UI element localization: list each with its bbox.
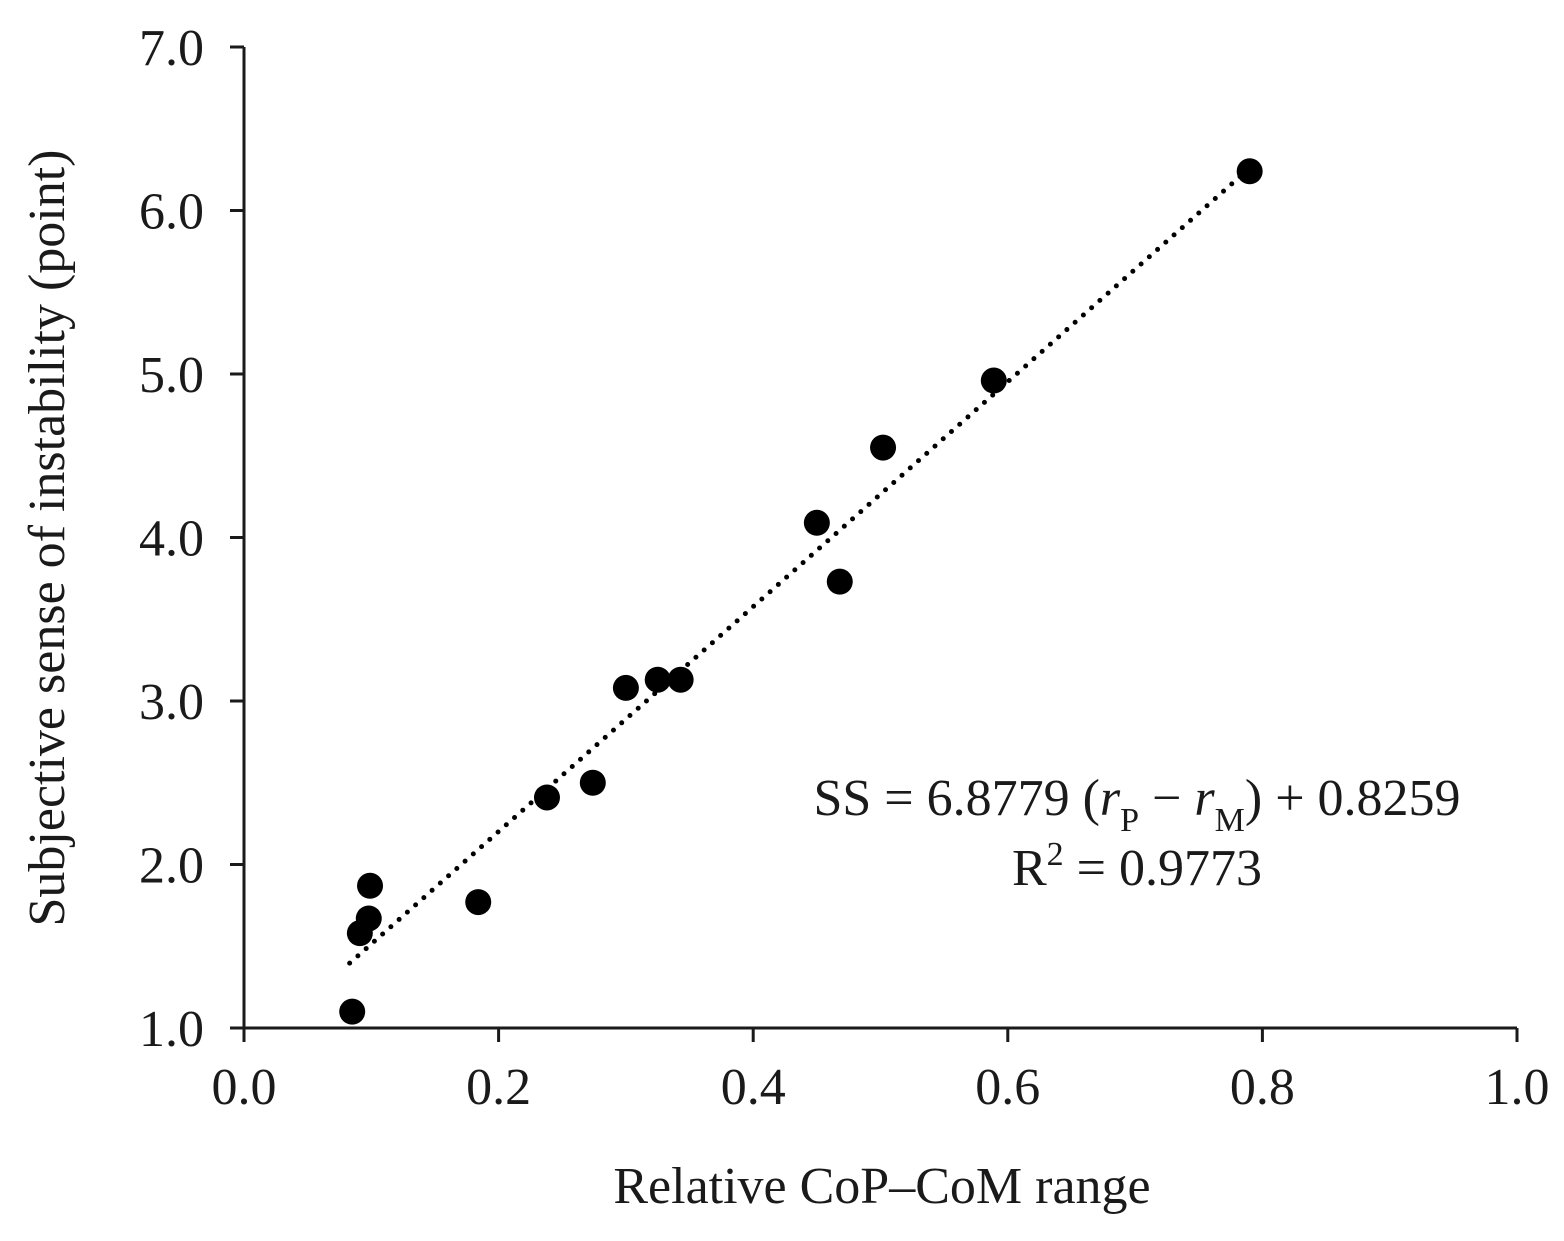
equation-r-m: r (1194, 770, 1215, 827)
y-tick-label: 2.0 (139, 838, 204, 895)
x-tick-label: 0.2 (466, 1059, 531, 1116)
y-axis-title: Subjective sense of instability (point) (19, 150, 76, 927)
axes: 0.0 0.2 0.4 0.6 0.8 1.0 1.0 2.0 3.0 4.0 5.0 6.0 7.0 (139, 20, 1550, 1116)
x-tick-label: 0.6 (975, 1059, 1040, 1116)
r2-prefix: R (1012, 840, 1047, 897)
regression-equation: SS = 6.8779 (rP − rM) + 0.8259 (813, 770, 1460, 839)
equation-r-p: r (1100, 770, 1121, 827)
data-point (1236, 158, 1263, 185)
data-point (644, 666, 671, 693)
data-point (533, 784, 560, 811)
y-tick-label: 6.0 (139, 184, 204, 241)
r2-suffix: = 0.9773 (1064, 840, 1262, 897)
equation-sub-p: P (1120, 802, 1139, 839)
trendline (347, 165, 1253, 966)
x-tick-label: 0.0 (212, 1059, 277, 1116)
equation-minus: − (1139, 770, 1194, 827)
y-tick-label: 7.0 (139, 20, 204, 77)
y-tick-label: 1.0 (139, 1001, 204, 1058)
x-tick-label: 0.8 (1230, 1059, 1295, 1116)
data-point (355, 905, 382, 932)
data-point (870, 434, 897, 461)
data-point (612, 674, 639, 701)
r2-superscript: 2 (1047, 836, 1064, 873)
x-tick-label: 0.4 (721, 1059, 786, 1116)
data-point (339, 998, 366, 1025)
data-point (465, 889, 492, 916)
equation-suffix: ) + 0.8259 (1245, 770, 1461, 827)
data-point (826, 568, 853, 595)
equation-sub-m: M (1215, 802, 1245, 839)
y-tick-label: 3.0 (139, 674, 204, 731)
data-point (803, 509, 830, 536)
r-squared-label: R2 = 0.9773 (1012, 836, 1262, 897)
x-tick-label: 1.0 (1485, 1059, 1550, 1116)
data-point (357, 872, 384, 899)
y-tick-label: 4.0 (139, 511, 204, 568)
data-points (339, 158, 1263, 1025)
trendline-group (347, 165, 1253, 966)
regression-annotation: SS = 6.8779 (rP − rM) + 0.8259 R2 = 0.97… (813, 770, 1460, 897)
data-point (579, 769, 606, 796)
x-axis-title: Relative CoP–CoM range (613, 1158, 1150, 1215)
data-point (980, 367, 1007, 394)
equation-prefix: SS = 6.8779 ( (813, 770, 1099, 827)
y-tick-label: 5.0 (139, 347, 204, 404)
data-point (667, 666, 694, 693)
